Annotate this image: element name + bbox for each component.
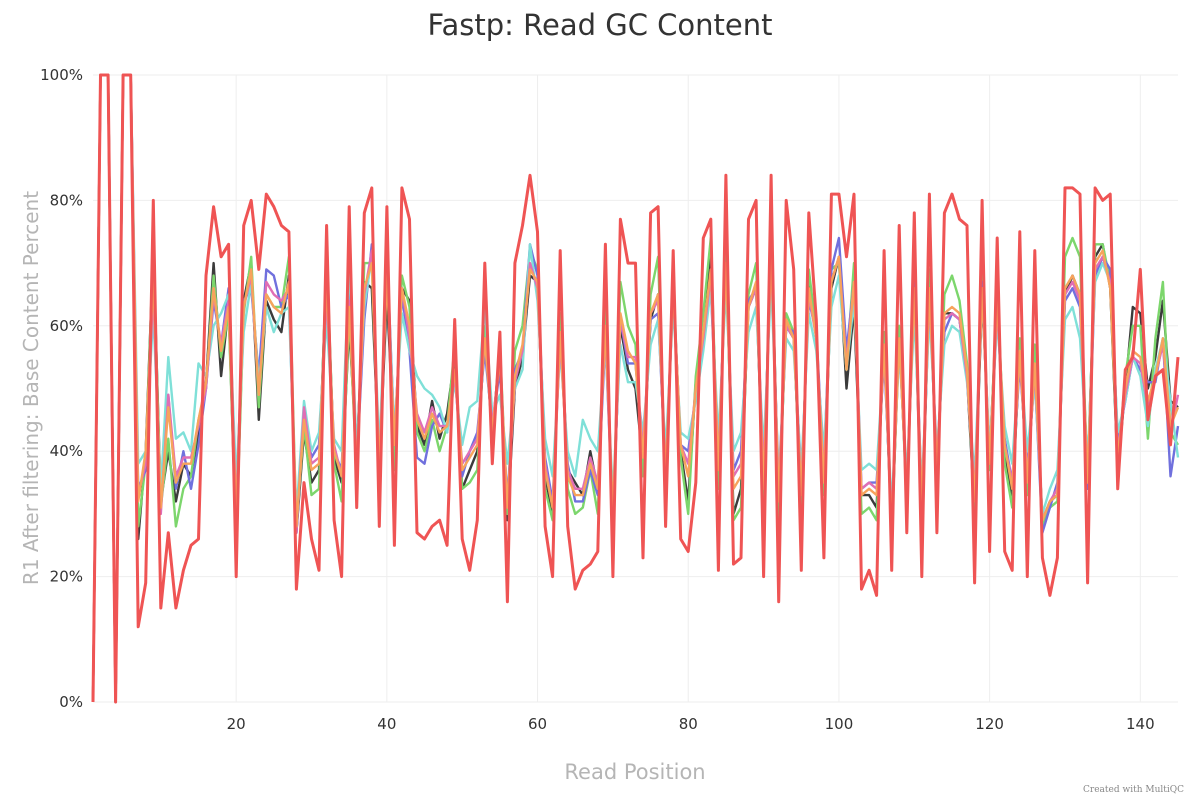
series-lines (93, 75, 1178, 702)
y-axis-label: R1 After filtering: Base Content Percent (19, 191, 43, 585)
y-tick-label: 0% (59, 693, 83, 711)
multiqc-credit: Created with MultiQC (1083, 785, 1184, 795)
x-tick-label: 120 (975, 715, 1004, 733)
x-tick-label: 100 (825, 715, 854, 733)
x-tick-label: 40 (377, 715, 396, 733)
y-tick-label: 100% (40, 66, 83, 84)
y-tick-label: 20% (50, 568, 83, 586)
y-tick-label: 40% (50, 442, 83, 460)
x-tick-label: 60 (528, 715, 547, 733)
x-tick-label: 80 (679, 715, 698, 733)
x-axis-label: Read Position (564, 760, 705, 784)
x-tick-label: 140 (1126, 715, 1155, 733)
y-tick-label: 60% (50, 317, 83, 335)
x-tick-label: 20 (227, 715, 246, 733)
y-tick-label: 80% (50, 191, 83, 209)
